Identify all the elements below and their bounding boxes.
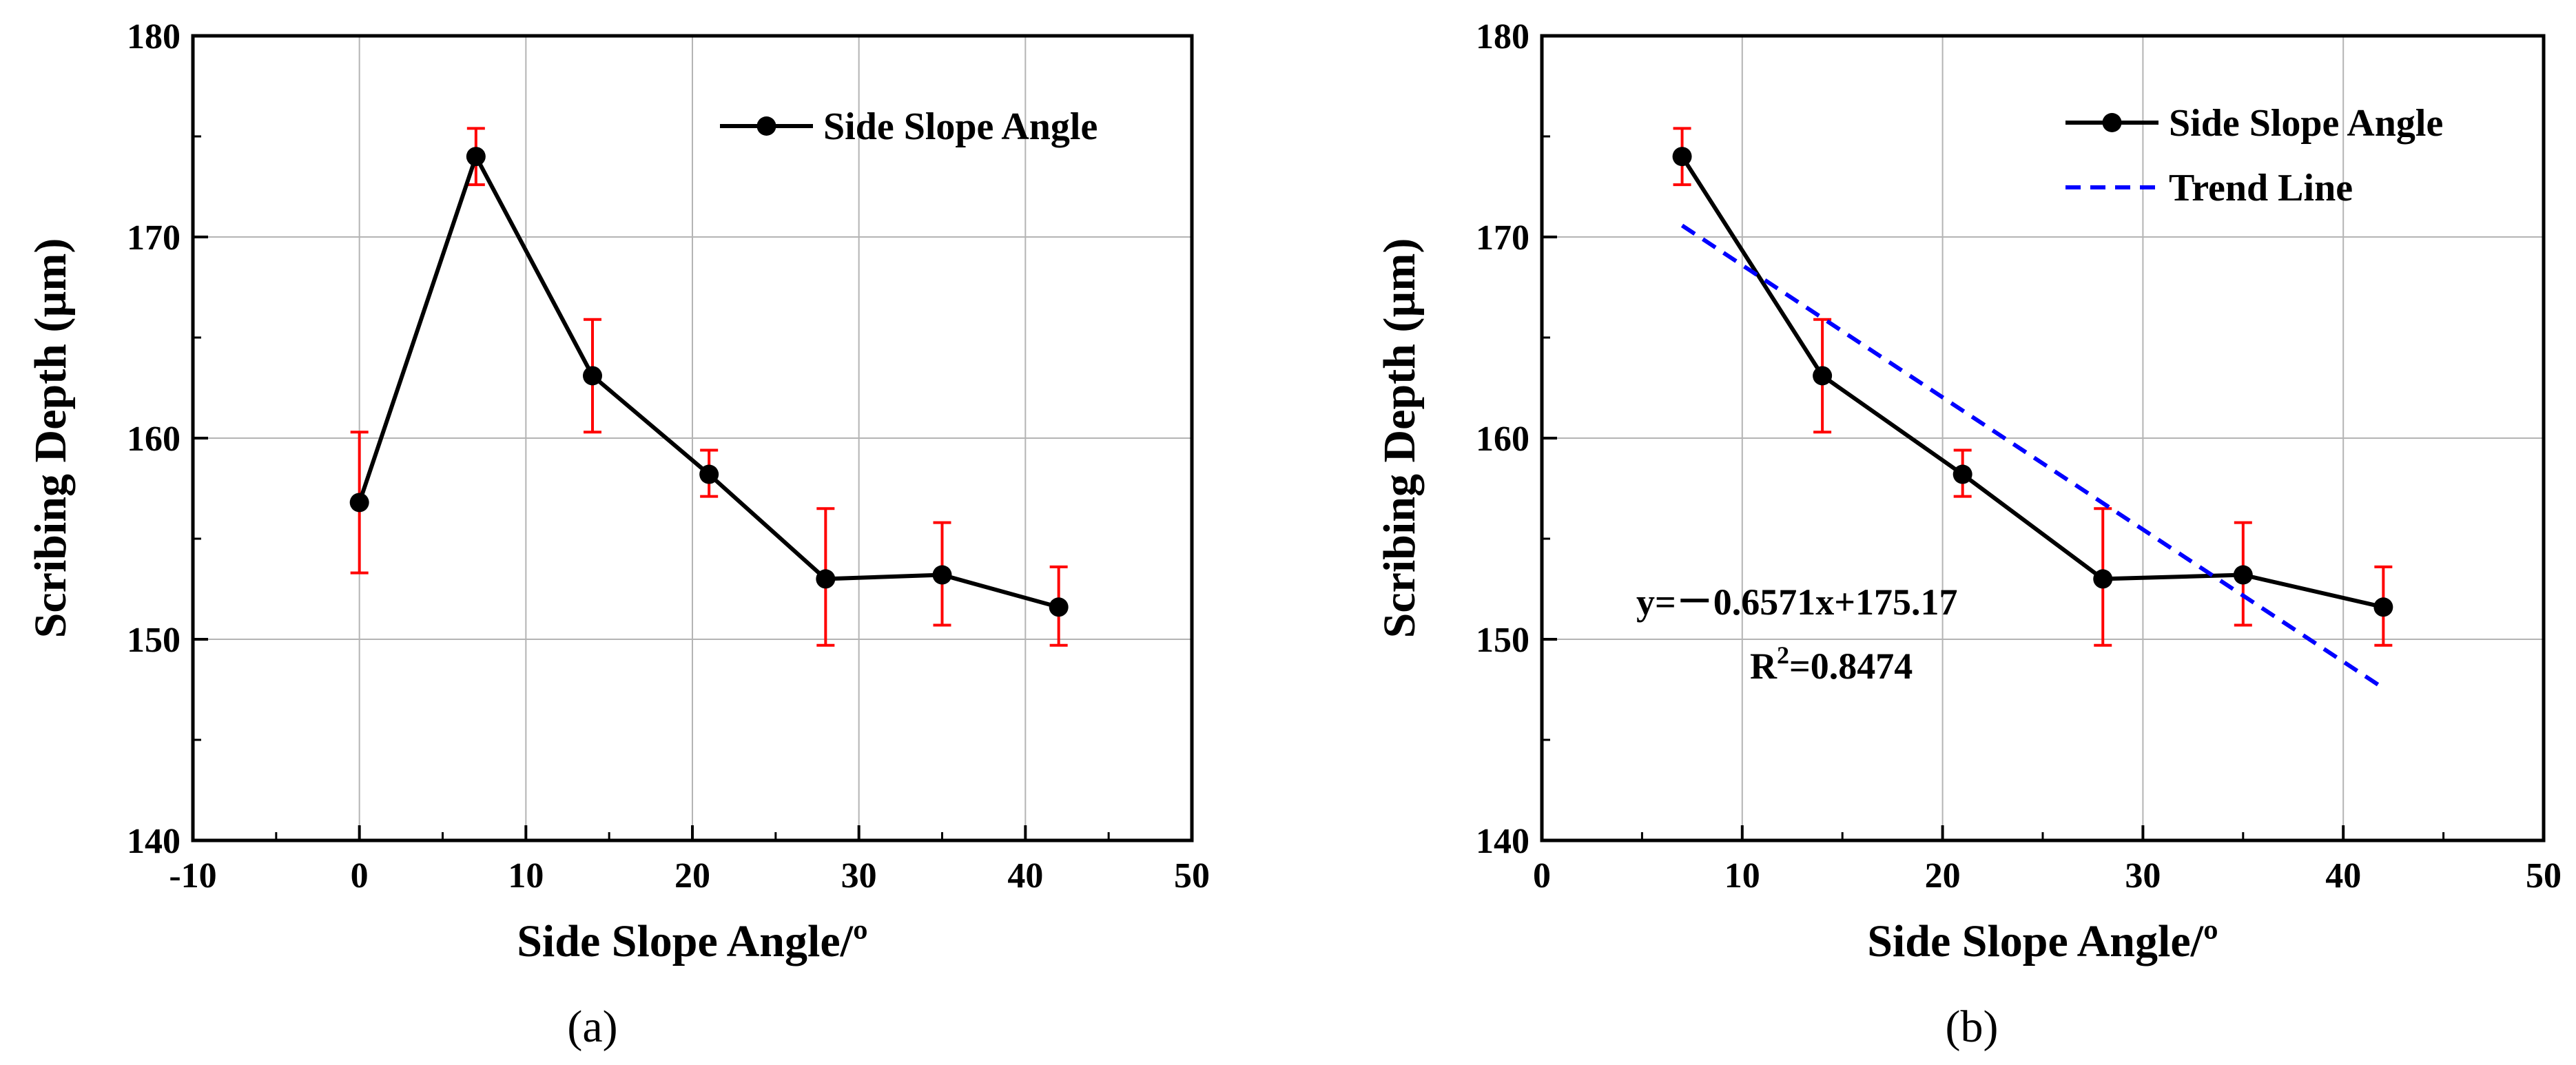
data-point bbox=[2373, 597, 2393, 617]
x-tick-label: 30 bbox=[2125, 856, 2161, 896]
trend-line bbox=[1680, 223, 2385, 690]
x-tick-label: 40 bbox=[2325, 856, 2361, 896]
panel-label: (b) bbox=[1946, 1002, 1999, 1052]
x-tick-label: 10 bbox=[508, 856, 544, 896]
y-tick-label: 170 bbox=[127, 218, 181, 258]
series-line bbox=[1680, 155, 2384, 610]
legend-marker bbox=[2102, 113, 2122, 132]
data-point bbox=[1672, 147, 1692, 167]
r-squared-superscript: 2 bbox=[1777, 641, 1789, 669]
panel-a: -10 0 10 20 30 40 50 140 150 160 170 180 Side Slope … bbox=[25, 17, 1210, 1052]
legend-label: Side Slope Angle bbox=[2169, 102, 2443, 145]
y-tick-label: 150 bbox=[127, 621, 181, 660]
data-point bbox=[2233, 565, 2253, 585]
y-axis-title: Scribing Depth (µm) bbox=[1374, 238, 1425, 639]
y-axis-title: Scribing Depth (µm) bbox=[25, 238, 76, 639]
data-point bbox=[1049, 597, 1069, 617]
trend-equation: y=－0.6571x+175.17 bbox=[1636, 581, 1958, 623]
data-point bbox=[583, 366, 602, 386]
r-squared-value: =0.8474 bbox=[1789, 645, 1913, 687]
panel-label: (a) bbox=[567, 1002, 617, 1052]
y-tick-label: 150 bbox=[1476, 621, 1529, 660]
x-tick-label: 0 bbox=[351, 856, 369, 896]
x-tick-label: 40 bbox=[1007, 856, 1043, 896]
x-tick-label: 10 bbox=[1724, 856, 1760, 896]
y-tick-label: 160 bbox=[1476, 420, 1529, 459]
r-squared: R2=0.8474 bbox=[1750, 641, 1913, 687]
y-tick-label: 140 bbox=[127, 822, 181, 861]
data-point bbox=[699, 464, 719, 484]
series-line bbox=[357, 154, 1060, 610]
r-squared-prefix: R bbox=[1750, 645, 1778, 687]
x-tick-label: 30 bbox=[841, 856, 877, 896]
x-axis-title: Side Slope Angle/º bbox=[517, 916, 868, 966]
data-point bbox=[816, 569, 836, 589]
x-axis-title: Side Slope Angle/º bbox=[1867, 916, 2218, 966]
x-tick-label: 50 bbox=[2526, 856, 2562, 896]
data-point bbox=[1952, 464, 1972, 484]
legend-trend-label: Trend Line bbox=[2169, 167, 2353, 209]
x-tick-label: 20 bbox=[674, 856, 710, 896]
x-tick-label: 20 bbox=[1925, 856, 1961, 896]
x-tick-label: -10 bbox=[169, 856, 216, 896]
y-tick-label: 140 bbox=[1476, 822, 1529, 861]
panel-b: 0 10 20 30 40 50 140 150 160 170 180 Side Slope Ang… bbox=[1374, 17, 2562, 1052]
legend-marker bbox=[756, 116, 776, 136]
y-tick-label: 170 bbox=[1476, 218, 1529, 258]
y-tick-label: 180 bbox=[127, 17, 181, 56]
data-point bbox=[349, 493, 369, 513]
y-tick-label: 180 bbox=[1476, 17, 1529, 56]
data-point bbox=[932, 565, 952, 585]
x-tick-label: 50 bbox=[1174, 856, 1210, 896]
data-point bbox=[1813, 366, 1833, 386]
y-tick-label: 160 bbox=[127, 420, 181, 459]
legend-label: Side Slope Angle bbox=[823, 105, 1098, 148]
data-point bbox=[466, 147, 486, 167]
data-point bbox=[2093, 569, 2113, 589]
x-tick-label: 0 bbox=[1533, 856, 1551, 896]
